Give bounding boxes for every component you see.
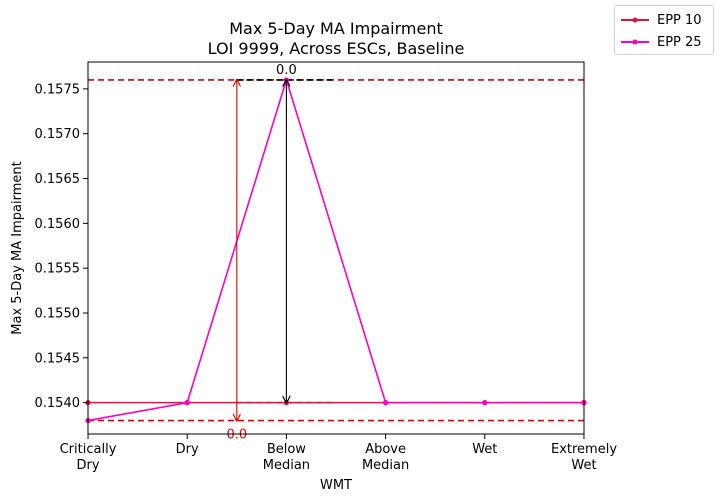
- annotation-label-black: 0.0: [276, 63, 297, 78]
- legend-marker-epp10: [621, 17, 649, 23]
- series-1-point-4: [482, 400, 488, 406]
- x-tick-label-3: Above Median: [362, 442, 409, 473]
- series-1-point-3: [383, 400, 389, 406]
- x-tick-label-1: Dry: [176, 442, 199, 457]
- annotation-label-red: 0.0: [226, 428, 247, 443]
- legend-label-epp25: EPP 25: [657, 34, 702, 50]
- chart-subtitle: LOI 9999, Across ESCs, Baseline: [208, 39, 465, 58]
- legend: EPP 10 EPP 25: [614, 5, 714, 55]
- y-axis-label: Max 5-Day MA Impairment: [10, 161, 25, 334]
- plot-frame: [87, 61, 585, 435]
- y-tick-label-7: 0.1575: [35, 82, 81, 97]
- y-tick-label-6: 0.1570: [35, 127, 81, 142]
- legend-item-epp25: EPP 25: [621, 32, 702, 52]
- y-tick-label-3: 0.1555: [35, 262, 81, 277]
- legend-marker-epp25: [621, 39, 649, 45]
- x-tick-label-5: Extremely Wet: [551, 442, 617, 473]
- x-tick-label-0: Critically Dry: [60, 442, 117, 473]
- legend-label-epp10: EPP 10: [657, 12, 702, 28]
- y-tick-label-1: 0.1545: [35, 351, 81, 366]
- y-tick-label-2: 0.1550: [35, 306, 81, 321]
- series-line-1: [87, 77, 584, 422]
- x-tick-label-2: Below Median: [263, 442, 310, 473]
- y-tick-label-0: 0.1540: [35, 396, 81, 411]
- y-tick-label-4: 0.1560: [35, 217, 81, 232]
- x-axis-label: WMT: [320, 478, 352, 493]
- y-tick-label-5: 0.1565: [35, 172, 81, 187]
- x-tick-label-4: Wet: [472, 442, 497, 457]
- series-1-point-1: [184, 400, 190, 406]
- chart-title: Max 5-Day MA Impairment: [229, 19, 442, 38]
- legend-item-epp10: EPP 10: [621, 10, 702, 30]
